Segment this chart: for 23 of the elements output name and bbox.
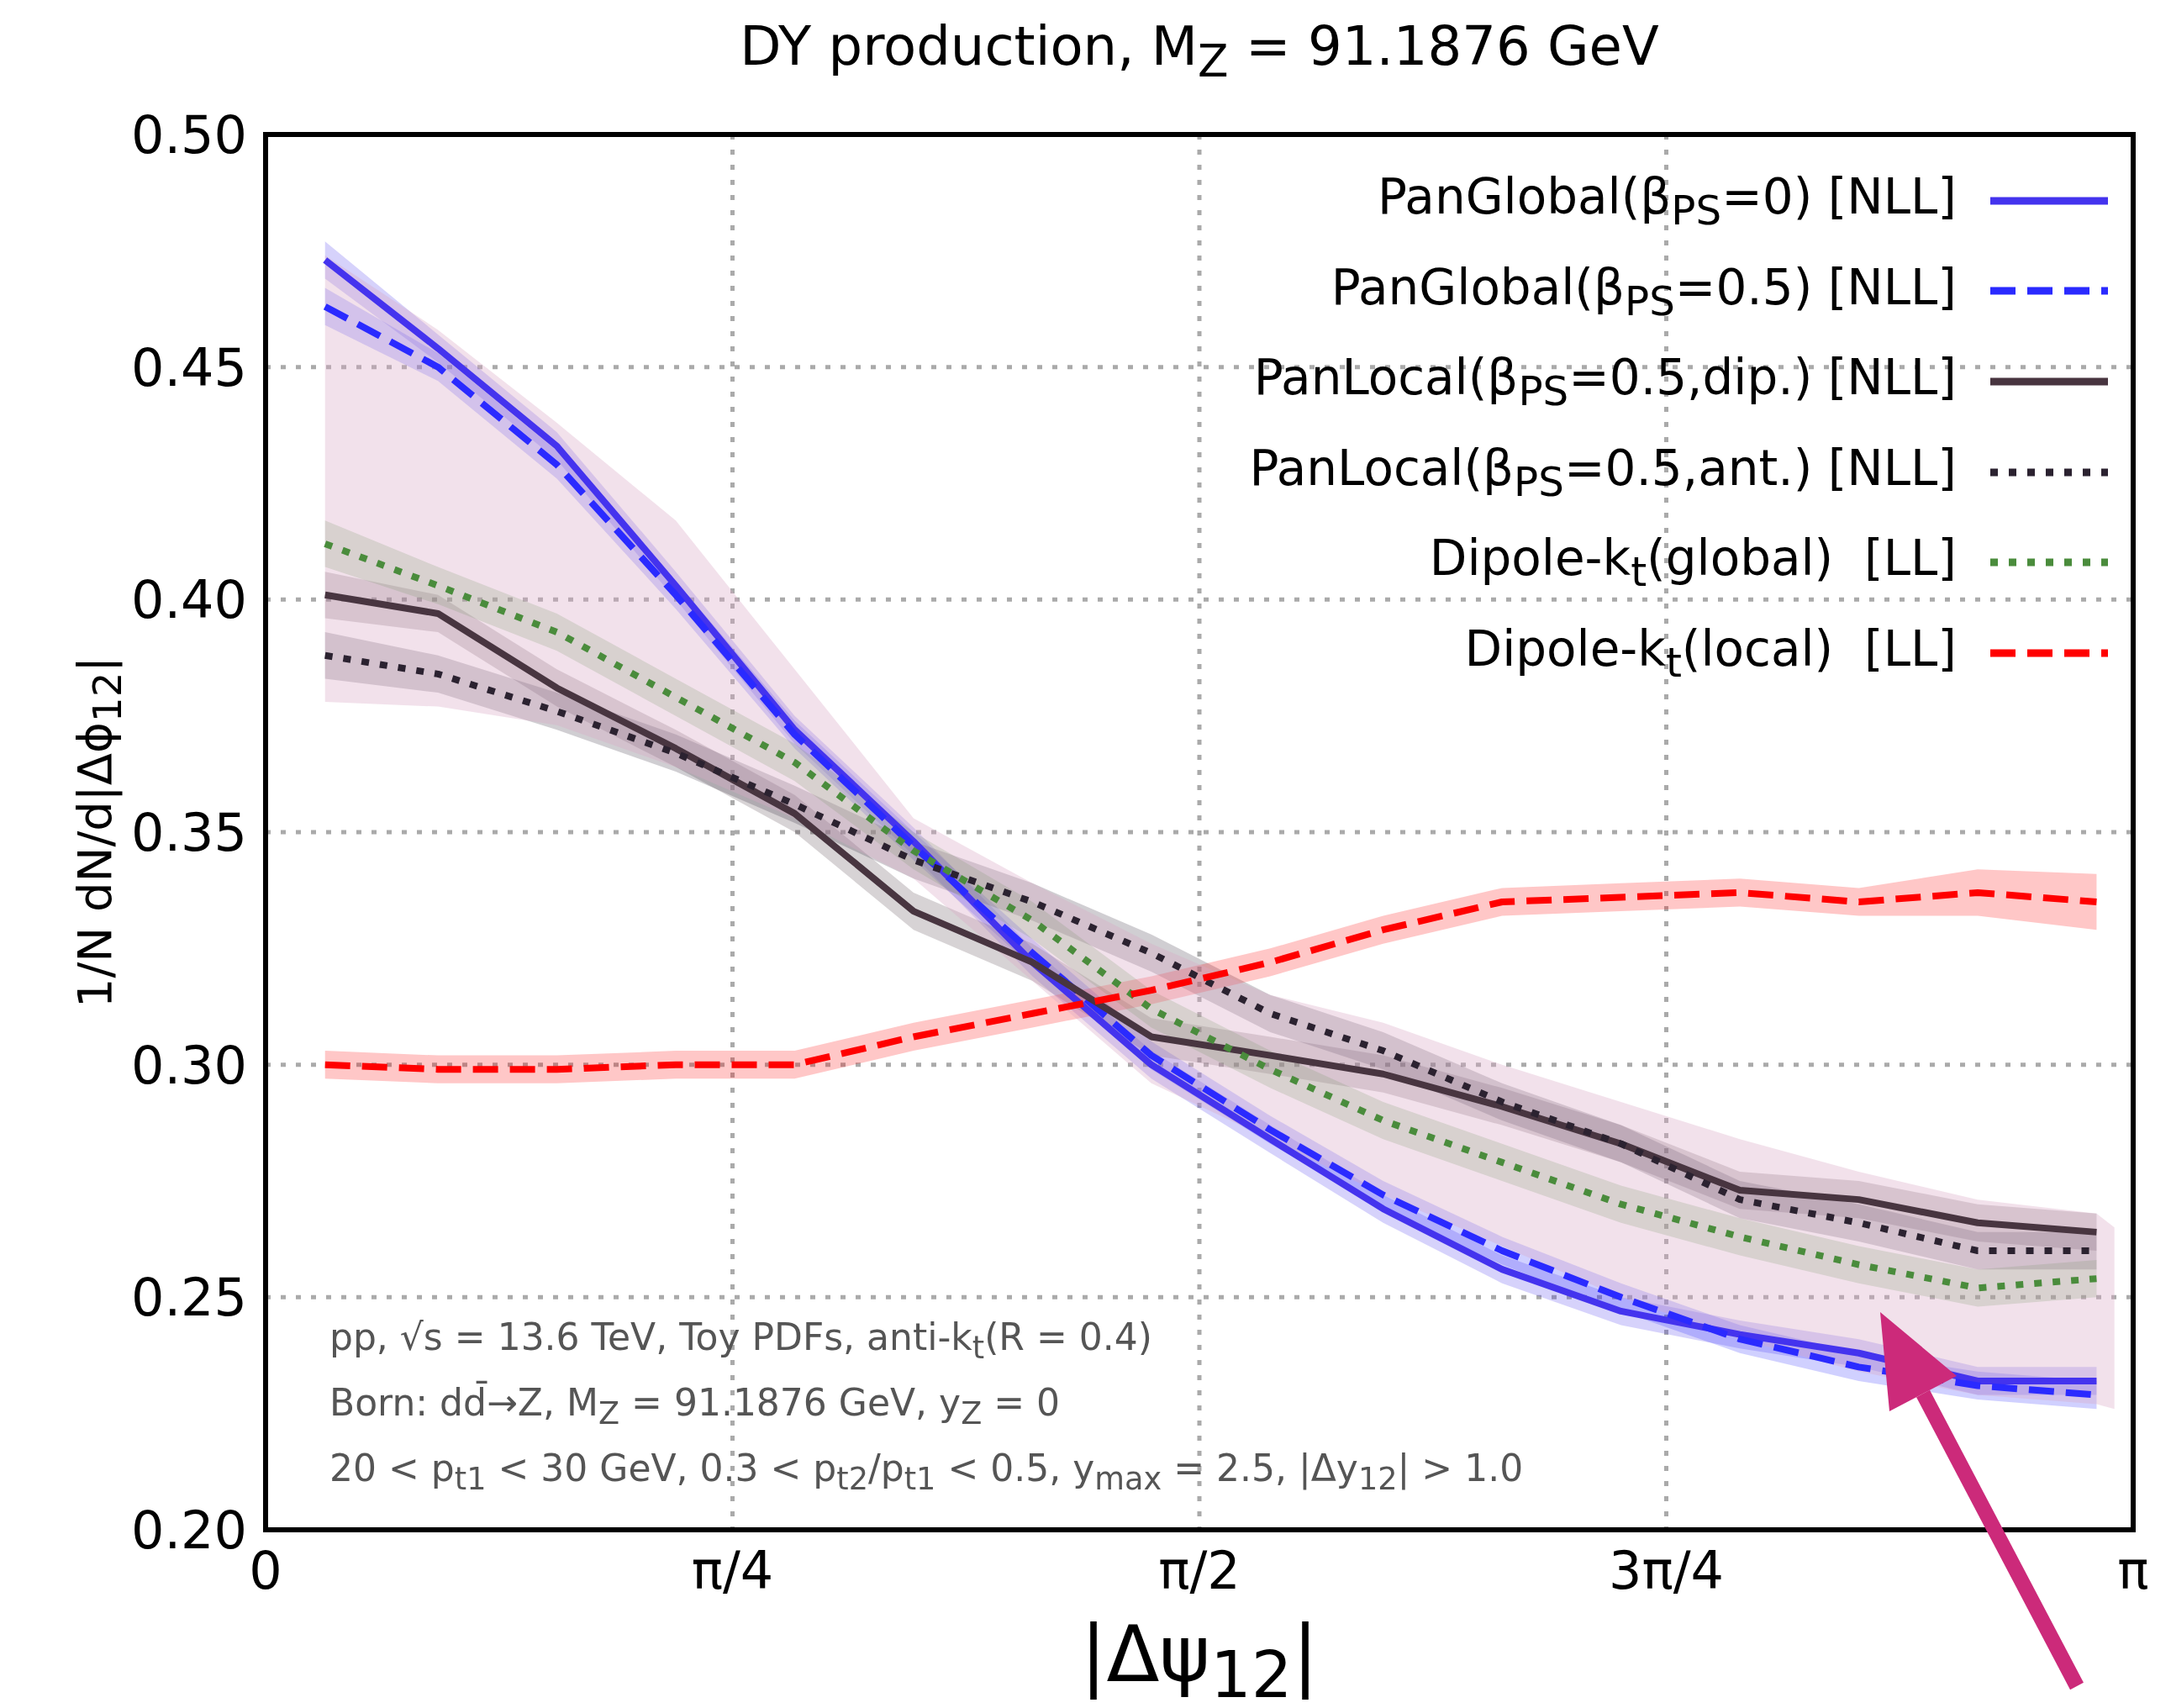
annotation: pp, √s = 13.6 TeV, Toy PDFs, anti-k$_{t}$(R = 0.4) — [329, 1315, 1152, 1366]
y-tick-label: 0.35 — [130, 802, 247, 864]
legend-label: PanLocal(β$_{PS}$=0.5,dip.) [NLL] — [1253, 349, 1957, 414]
legend-label: Dipole-k$_{t}$(local) [LL] — [1464, 619, 1957, 686]
y-tick-label: 0.40 — [130, 569, 247, 631]
legend-label: PanGlobal(β$_{PS}$=0) [NLL] — [1377, 168, 1957, 234]
y-tick-label: 0.30 — [130, 1034, 247, 1096]
chart-title: DY production, M$_{Z}$ = 91.1876 GeV — [740, 15, 1659, 87]
x-axis-title: |Δψ$_{12}$| — [1080, 1610, 1319, 1708]
y-tick-label: 0.20 — [130, 1500, 247, 1562]
legend-label: PanLocal(β$_{PS}$=0.5,ant.) [NLL] — [1249, 439, 1957, 505]
annotation: Born: dd̄→Z, M$_{Z}$ = 91.1876 GeV, y$_{Z}$ = 0 — [329, 1381, 1061, 1431]
y-tick-label: 0.50 — [130, 104, 247, 166]
legend-label: Dipole-k$_{t}$(global) [LL] — [1429, 530, 1957, 595]
x-tick-label: 0 — [249, 1540, 282, 1602]
text: 20 < p$_{t1}$ < 30 GeV, 0.3 < p$_{t2}$/p$_{t1}$ < 0.5, y$_{max}$ = 2.5, |Δy$_{12}$| > 1.0 — [329, 1447, 1524, 1497]
x-tick-label: 3π/4 — [1608, 1540, 1725, 1602]
y-tick-label: 0.25 — [130, 1267, 247, 1329]
x-tick-label: π/2 — [1158, 1540, 1241, 1602]
x-tick-label: π — [2117, 1540, 2149, 1602]
x-tick-label: π/4 — [691, 1540, 774, 1602]
legend-label: PanGlobal(β$_{PS}$=0.5) [NLL] — [1331, 258, 1957, 324]
y-tick-label: 0.45 — [130, 336, 247, 398]
